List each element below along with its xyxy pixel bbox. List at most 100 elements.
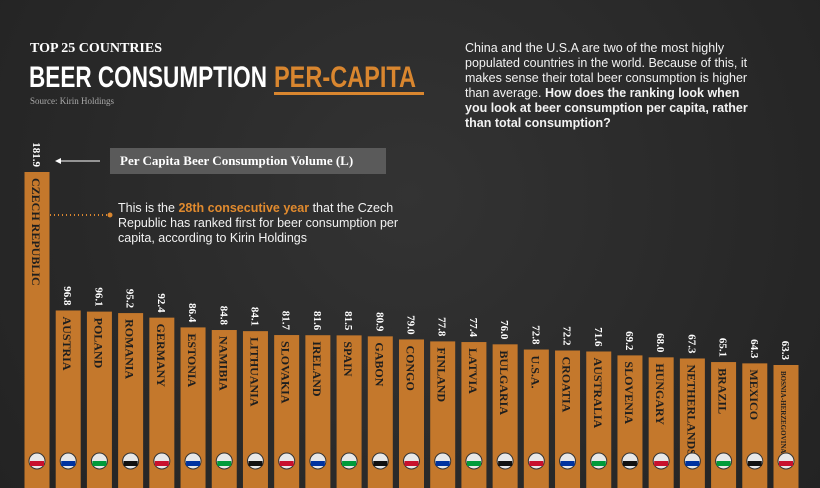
flag-stripe	[747, 461, 762, 466]
flag-stripe	[435, 461, 450, 466]
bar-foot	[555, 468, 581, 488]
country-label: AUSTRALIA	[591, 357, 605, 428]
bar-foot	[617, 468, 643, 488]
flag-stripe	[217, 461, 232, 466]
flag-stripe	[466, 461, 481, 466]
value-label: 79.0	[405, 315, 417, 335]
value-label: 71.6	[592, 327, 604, 347]
value-label: 63.3	[779, 341, 791, 361]
flag-stripe	[498, 461, 513, 466]
intro: China and the U.S.A are two of the most …	[465, 41, 765, 131]
value-label: 77.4	[467, 318, 479, 338]
value-label: 72.2	[561, 326, 573, 346]
underline	[274, 92, 424, 95]
bar-foot	[336, 468, 362, 488]
value-label: 181.9	[30, 142, 42, 167]
bar	[711, 362, 737, 468]
bar-foot	[24, 468, 50, 488]
country-label: POLAND	[91, 318, 105, 369]
intro-bold: How does the ranking look when you look …	[465, 86, 748, 130]
value-label: 81.5	[342, 311, 354, 331]
country-label: GERMANY	[154, 324, 168, 388]
bar	[211, 330, 237, 468]
bar-foot	[55, 468, 81, 488]
bar	[461, 342, 487, 468]
bar-foot	[305, 468, 331, 488]
flag-stripe	[404, 461, 419, 466]
country-label: FINLAND	[435, 347, 449, 402]
value-label: 76.0	[498, 320, 510, 340]
value-label: 65.1	[717, 338, 729, 357]
bar	[180, 327, 206, 468]
flag-stripe	[591, 461, 606, 466]
bar-foot	[367, 468, 393, 488]
flag-stripe	[123, 461, 138, 466]
bar-foot	[149, 468, 175, 488]
value-label: 96.8	[61, 286, 73, 306]
value-label: 68.0	[654, 333, 666, 353]
country-label: NAMIBIA	[216, 336, 230, 391]
bar	[492, 344, 518, 468]
value-label: 95.2	[124, 289, 136, 309]
bar-foot	[742, 468, 768, 488]
bar-foot	[523, 468, 549, 488]
bar	[679, 358, 705, 468]
title: BEER CONSUMPTION	[29, 61, 267, 94]
value-label: 86.4	[186, 303, 198, 323]
bar	[24, 172, 50, 468]
country-label: CROATIA	[560, 357, 574, 413]
bar	[430, 341, 456, 468]
value-label: 84.1	[248, 307, 260, 326]
value-label: 96.1	[92, 287, 104, 306]
bar-foot	[274, 468, 300, 488]
value-label: 64.3	[748, 339, 760, 359]
flag-stripe	[310, 461, 325, 466]
flag-stripe	[373, 461, 388, 466]
flag-stripe	[186, 461, 201, 466]
bar	[586, 351, 612, 468]
bar	[118, 313, 144, 468]
flag-stripe	[30, 461, 44, 466]
bar-foot	[180, 468, 206, 488]
legend-label: Per Capita Beer Consumption Volume (L)	[120, 153, 353, 168]
country-label: GABON	[372, 342, 386, 386]
bar	[55, 310, 81, 468]
country-label: NETHERLANDS	[684, 364, 698, 456]
annotation-dot	[107, 212, 113, 218]
bar-foot	[399, 468, 424, 488]
flag-stripe	[92, 461, 107, 466]
annotation-highlight: 28th consecutive year	[178, 201, 310, 215]
country-label: SLOVAKIA	[279, 341, 293, 404]
legend-arrowhead	[55, 158, 61, 164]
bar	[399, 339, 424, 468]
bar	[523, 349, 549, 468]
value-label: 80.9	[373, 312, 385, 332]
annotation: This is the 28th consecutive year that t…	[118, 201, 414, 246]
country-label: SPAIN	[341, 341, 355, 376]
flag-stripe	[685, 461, 700, 466]
country-label: CZECH REPUBLIC	[29, 178, 43, 286]
bar	[617, 355, 643, 468]
value-label: 84.8	[217, 306, 229, 326]
value-label: 77.8	[436, 317, 448, 337]
value-label: 69.2	[623, 331, 635, 351]
country-label: ROMANIA	[123, 319, 137, 379]
bar-foot	[492, 468, 518, 488]
country-label: BOSNIA-HERZEGOVINA	[779, 371, 787, 453]
country-label: LATVIA	[466, 348, 480, 394]
bar	[555, 350, 581, 468]
annotation-text: that the Czech Republic has ranked first…	[118, 201, 399, 245]
bar	[86, 311, 112, 468]
bar-foot	[586, 468, 612, 488]
flag-stripe	[342, 461, 357, 466]
value-label: 72.8	[529, 325, 541, 345]
country-label: SLOVENIA	[622, 361, 636, 424]
bar-foot	[242, 468, 268, 488]
country-label: MEXICO	[747, 369, 761, 420]
source: Source: Kirin Holdings	[30, 96, 114, 106]
bar-foot	[211, 468, 237, 488]
flag-stripe	[716, 461, 731, 466]
country-label: LITHUANIA	[247, 337, 261, 407]
